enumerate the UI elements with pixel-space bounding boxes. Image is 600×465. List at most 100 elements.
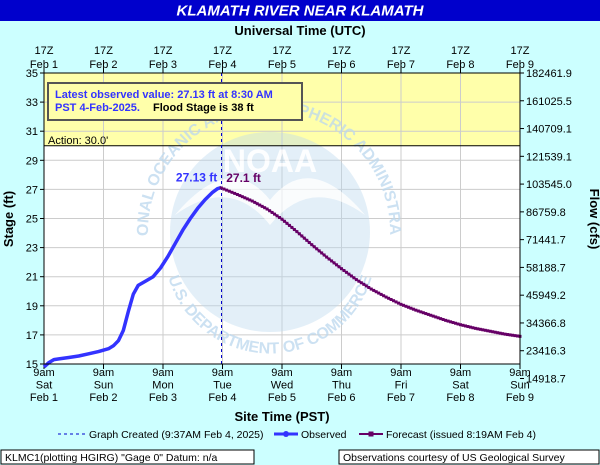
forecast-marker [240, 195, 244, 199]
bottom-tick-label: Feb 3 [149, 392, 177, 404]
forecast-marker [416, 309, 420, 313]
forecast-marker [227, 189, 231, 193]
forecast-marker [260, 204, 264, 208]
forecast-marker [235, 192, 239, 196]
bottom-tick-label: 9am [152, 367, 173, 379]
forecast-marker [245, 197, 249, 201]
left-tick-label: 31 [26, 126, 38, 138]
right-tick-label: 71441.7 [526, 235, 566, 247]
left-tick-label: 29 [26, 155, 38, 167]
forecast-marker [354, 278, 358, 282]
forecast-marker [310, 243, 314, 247]
forecast-marker [431, 314, 435, 318]
bottom-axis-label: Site Time (PST) [234, 409, 329, 424]
top-axis-ticks: 17Z Feb 1 17Z Feb 2 17Z Feb 3 17Z Feb 4 17Z Feb 5… [30, 45, 534, 73]
right-tick-label: 161025.5 [526, 96, 572, 108]
footer-gage-box [0, 449, 255, 465]
callout-line-3: Flood Stage is 38 ft [153, 102, 254, 114]
forecast-marker [468, 325, 472, 329]
forecast-marker [454, 321, 458, 325]
forecast-marker [411, 307, 415, 311]
forecast-marker [330, 259, 334, 263]
top-tick-label: 17Z [213, 45, 232, 57]
left-tick-label: 15 [26, 359, 38, 371]
forecast-marker [317, 249, 321, 253]
right-axis-ticks: 14918.7 23416.3 34366.8 45949.2 58188.7 71441… [520, 68, 572, 386]
forecast-marker [270, 210, 274, 214]
top-tick-label: 17Z [451, 45, 470, 57]
forecast-marker [419, 310, 423, 314]
bottom-tick-label: 9am [271, 367, 292, 379]
left-tick-label: 17 [26, 330, 38, 342]
forecast-marker [297, 232, 301, 236]
left-axis-label: Stage (ft) [1, 191, 16, 247]
forecast-marker [300, 234, 304, 238]
forecast-marker [282, 219, 286, 223]
forecast-marker [389, 297, 393, 301]
left-tick-label: 19 [26, 301, 38, 313]
forecast-marker [409, 306, 413, 310]
forecast-marker [325, 255, 329, 259]
forecast-marker [404, 304, 408, 308]
forecast-marker [263, 206, 267, 210]
action-label: Action: 30.0' [48, 135, 108, 147]
bottom-tick-label: Feb 8 [446, 392, 474, 404]
forecast-marker [362, 282, 366, 286]
bottom-tick-label: Feb 1 [30, 392, 58, 404]
legend: Graph Created (9:37AM Feb 4, 2025) Obser… [58, 429, 536, 441]
footer-gage-info: KLMC1(plotting HGIRG) "Gage 0" Datum: n/… [5, 452, 217, 464]
forecast-marker [459, 323, 462, 327]
top-tick-label: 17Z [154, 45, 173, 57]
forecast-marker [513, 334, 517, 338]
forecast-marker [493, 330, 497, 334]
bottom-tick-label: Thu [332, 380, 351, 392]
legend-forecast-label: Forecast (issued 8:19AM Feb 4) [386, 429, 536, 441]
right-tick-label: 86759.8 [526, 207, 566, 219]
forecast-marker [287, 223, 291, 227]
legend-forecast-marker [368, 431, 374, 437]
forecast-marker [491, 330, 495, 334]
forecast-marker [446, 319, 450, 323]
forecast-marker [392, 299, 396, 303]
bottom-tick-label: Fri [395, 380, 408, 392]
legend-observed-marker [283, 431, 289, 437]
chart-title: KLAMATH RIVER NEAR KLAMATH [177, 3, 425, 20]
bottom-tick-label: Tue [213, 380, 232, 392]
forecast-marker [461, 323, 465, 327]
top-tick-label: 17Z [392, 45, 411, 57]
forecast-marker [466, 325, 470, 329]
forecast-marker [347, 272, 351, 276]
forecast-marker [374, 290, 378, 294]
forecast-marker [486, 329, 490, 333]
forecast-marker [305, 238, 309, 242]
bottom-tick-label: Feb 4 [208, 392, 236, 404]
observed-value-label: 27.13 ft [176, 171, 217, 185]
logo-noaa-wordmark: NOAA [223, 143, 317, 179]
forecast-marker [312, 245, 316, 249]
legend-graph-created-label: Graph Created (9:37AM Feb 4, 2025) [89, 429, 264, 441]
bottom-tick-label: Feb 7 [387, 392, 415, 404]
forecast-marker [320, 251, 324, 255]
footer-credit-box [338, 449, 600, 465]
top-tick-label: Feb 6 [327, 59, 355, 71]
right-tick-label: 58188.7 [526, 262, 566, 274]
forecast-marker [478, 327, 482, 331]
forecast-marker [367, 285, 371, 289]
bottom-tick-label: 9am [390, 367, 411, 379]
bottom-tick-label: Feb 9 [506, 392, 534, 404]
top-tick-label: Feb 2 [89, 59, 117, 71]
forecast-marker [508, 333, 512, 337]
forecast-marker [268, 209, 272, 213]
forecast-marker [222, 187, 226, 191]
forecast-marker [439, 317, 443, 321]
observed-line [42, 185, 222, 369]
forecast-marker [219, 186, 223, 190]
forecast-marker [424, 312, 428, 316]
forecast-marker [359, 281, 363, 285]
top-tick-label: Feb 9 [506, 59, 534, 71]
forecast-marker [516, 334, 520, 338]
forecast-marker [253, 200, 257, 204]
forecast-marker [496, 331, 500, 335]
forecast-marker [436, 316, 440, 320]
